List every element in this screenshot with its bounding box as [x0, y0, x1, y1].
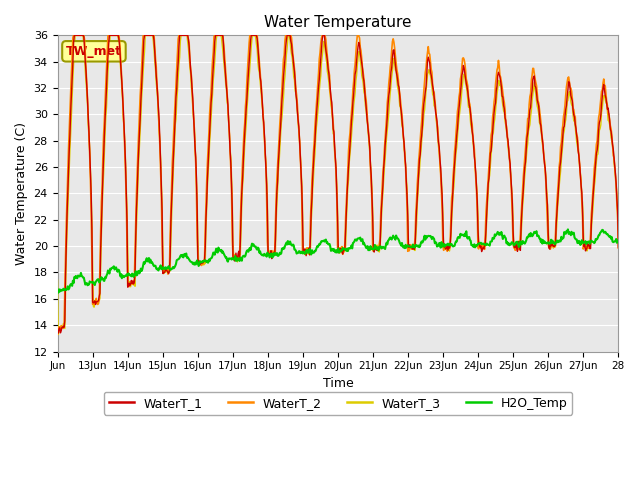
H2O_Temp [54, 289, 61, 295]
WaterT_2 [54, 331, 61, 337]
WaterT_3 [54, 332, 62, 337]
WaterT_2 [223, 92, 231, 97]
Line: WaterT_1: WaterT_1 [58, 36, 618, 333]
WaterT_3 [273, 201, 281, 207]
WaterT_3 [54, 277, 61, 283]
WaterT_3 [397, 113, 405, 119]
H2O_Temp [54, 290, 62, 296]
WaterT_2 [614, 245, 622, 251]
Line: H2O_Temp: H2O_Temp [58, 229, 618, 293]
Line: WaterT_2: WaterT_2 [58, 36, 618, 334]
WaterT_1 [54, 330, 62, 336]
WaterT_3 [614, 223, 622, 228]
H2O_Temp [397, 241, 404, 247]
WaterT_2 [70, 33, 77, 38]
WaterT_2 [428, 70, 436, 75]
Text: TW_met: TW_met [66, 45, 122, 58]
H2O_Temp [223, 258, 231, 264]
WaterT_2 [120, 125, 128, 131]
WaterT_1 [54, 328, 61, 334]
Line: WaterT_3: WaterT_3 [58, 36, 618, 335]
WaterT_2 [273, 195, 280, 201]
H2O_Temp [251, 244, 259, 250]
WaterT_1 [252, 33, 260, 38]
H2O_Temp [428, 236, 436, 242]
H2O_Temp [614, 239, 622, 244]
WaterT_1 [614, 244, 622, 250]
Legend: WaterT_1, WaterT_2, WaterT_3, H2O_Temp: WaterT_1, WaterT_2, WaterT_3, H2O_Temp [104, 392, 572, 415]
WaterT_1 [70, 33, 78, 38]
WaterT_3 [429, 92, 436, 97]
WaterT_1 [273, 189, 281, 194]
WaterT_1 [224, 102, 232, 108]
H2O_Temp [120, 274, 128, 280]
H2O_Temp [564, 227, 572, 232]
WaterT_1 [429, 83, 436, 89]
Y-axis label: Water Temperature (C): Water Temperature (C) [15, 122, 28, 265]
X-axis label: Time: Time [323, 377, 353, 390]
WaterT_2 [397, 97, 404, 103]
H2O_Temp [273, 252, 280, 257]
Title: Water Temperature: Water Temperature [264, 15, 412, 30]
WaterT_3 [224, 102, 232, 108]
WaterT_3 [72, 33, 79, 38]
WaterT_3 [121, 141, 129, 147]
WaterT_3 [252, 35, 260, 40]
WaterT_1 [121, 142, 129, 148]
WaterT_1 [397, 108, 405, 114]
WaterT_2 [251, 33, 259, 38]
